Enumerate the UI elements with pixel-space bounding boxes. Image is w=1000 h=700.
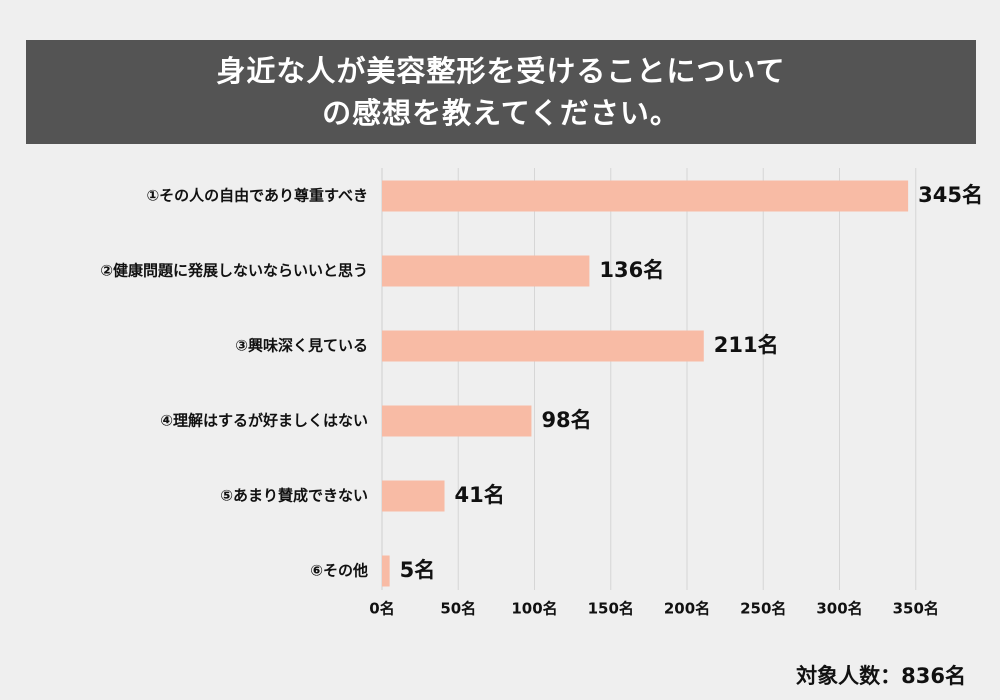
category-label: ⑥その他 xyxy=(310,562,368,580)
bar xyxy=(382,255,590,287)
category-label: ②健康問題に発展しないならいいと思う xyxy=(100,262,368,280)
category-label: ④理解はするが好ましくはない xyxy=(160,412,368,430)
value-label: 98名 xyxy=(541,408,591,432)
bar xyxy=(382,180,909,212)
label-layer: 0名 50名 100名 150名 200名 250名 300名 350名 ①その人の自由であり尊… xyxy=(100,183,983,618)
value-label: 136名 xyxy=(599,258,664,282)
chart-title: 身近な人が美容整形を受けることについて の感想を教えてください。 xyxy=(216,50,785,134)
chart-title-line-1: 身近な人が美容整形を受けることについて xyxy=(216,54,786,88)
x-tick-label: 250名 xyxy=(740,600,786,618)
x-tick-label: 0名 xyxy=(369,600,394,618)
x-tick-label: 300名 xyxy=(816,600,862,618)
bar xyxy=(382,405,532,437)
value-label: 5名 xyxy=(400,558,436,582)
x-tick-label: 150名 xyxy=(588,600,634,618)
bar xyxy=(382,330,704,362)
x-tick-label: 50名 xyxy=(440,600,476,618)
category-label: ③興味深く見ている xyxy=(235,337,368,355)
x-tick-label: 350名 xyxy=(893,600,939,618)
category-label: ①その人の自由であり尊重すべき xyxy=(146,187,368,205)
bar xyxy=(382,555,390,587)
value-label: 211名 xyxy=(714,333,779,357)
x-tick-label: 200名 xyxy=(664,600,710,618)
grid-layer xyxy=(381,168,917,590)
title-banner: 身近な人が美容整形を受けることについて の感想を教えてください。 xyxy=(26,40,976,144)
category-label: ⑤あまり賛成できない xyxy=(220,487,368,505)
value-label: 345名 xyxy=(918,183,983,207)
chart-title-line-2: の感想を教えてください。 xyxy=(322,96,680,130)
total-count-note: 対象人数：836名 xyxy=(796,664,966,688)
bar xyxy=(382,480,445,512)
value-label: 41名 xyxy=(455,483,505,507)
bar-layer xyxy=(382,180,909,587)
x-tick-label: 100名 xyxy=(511,600,557,618)
